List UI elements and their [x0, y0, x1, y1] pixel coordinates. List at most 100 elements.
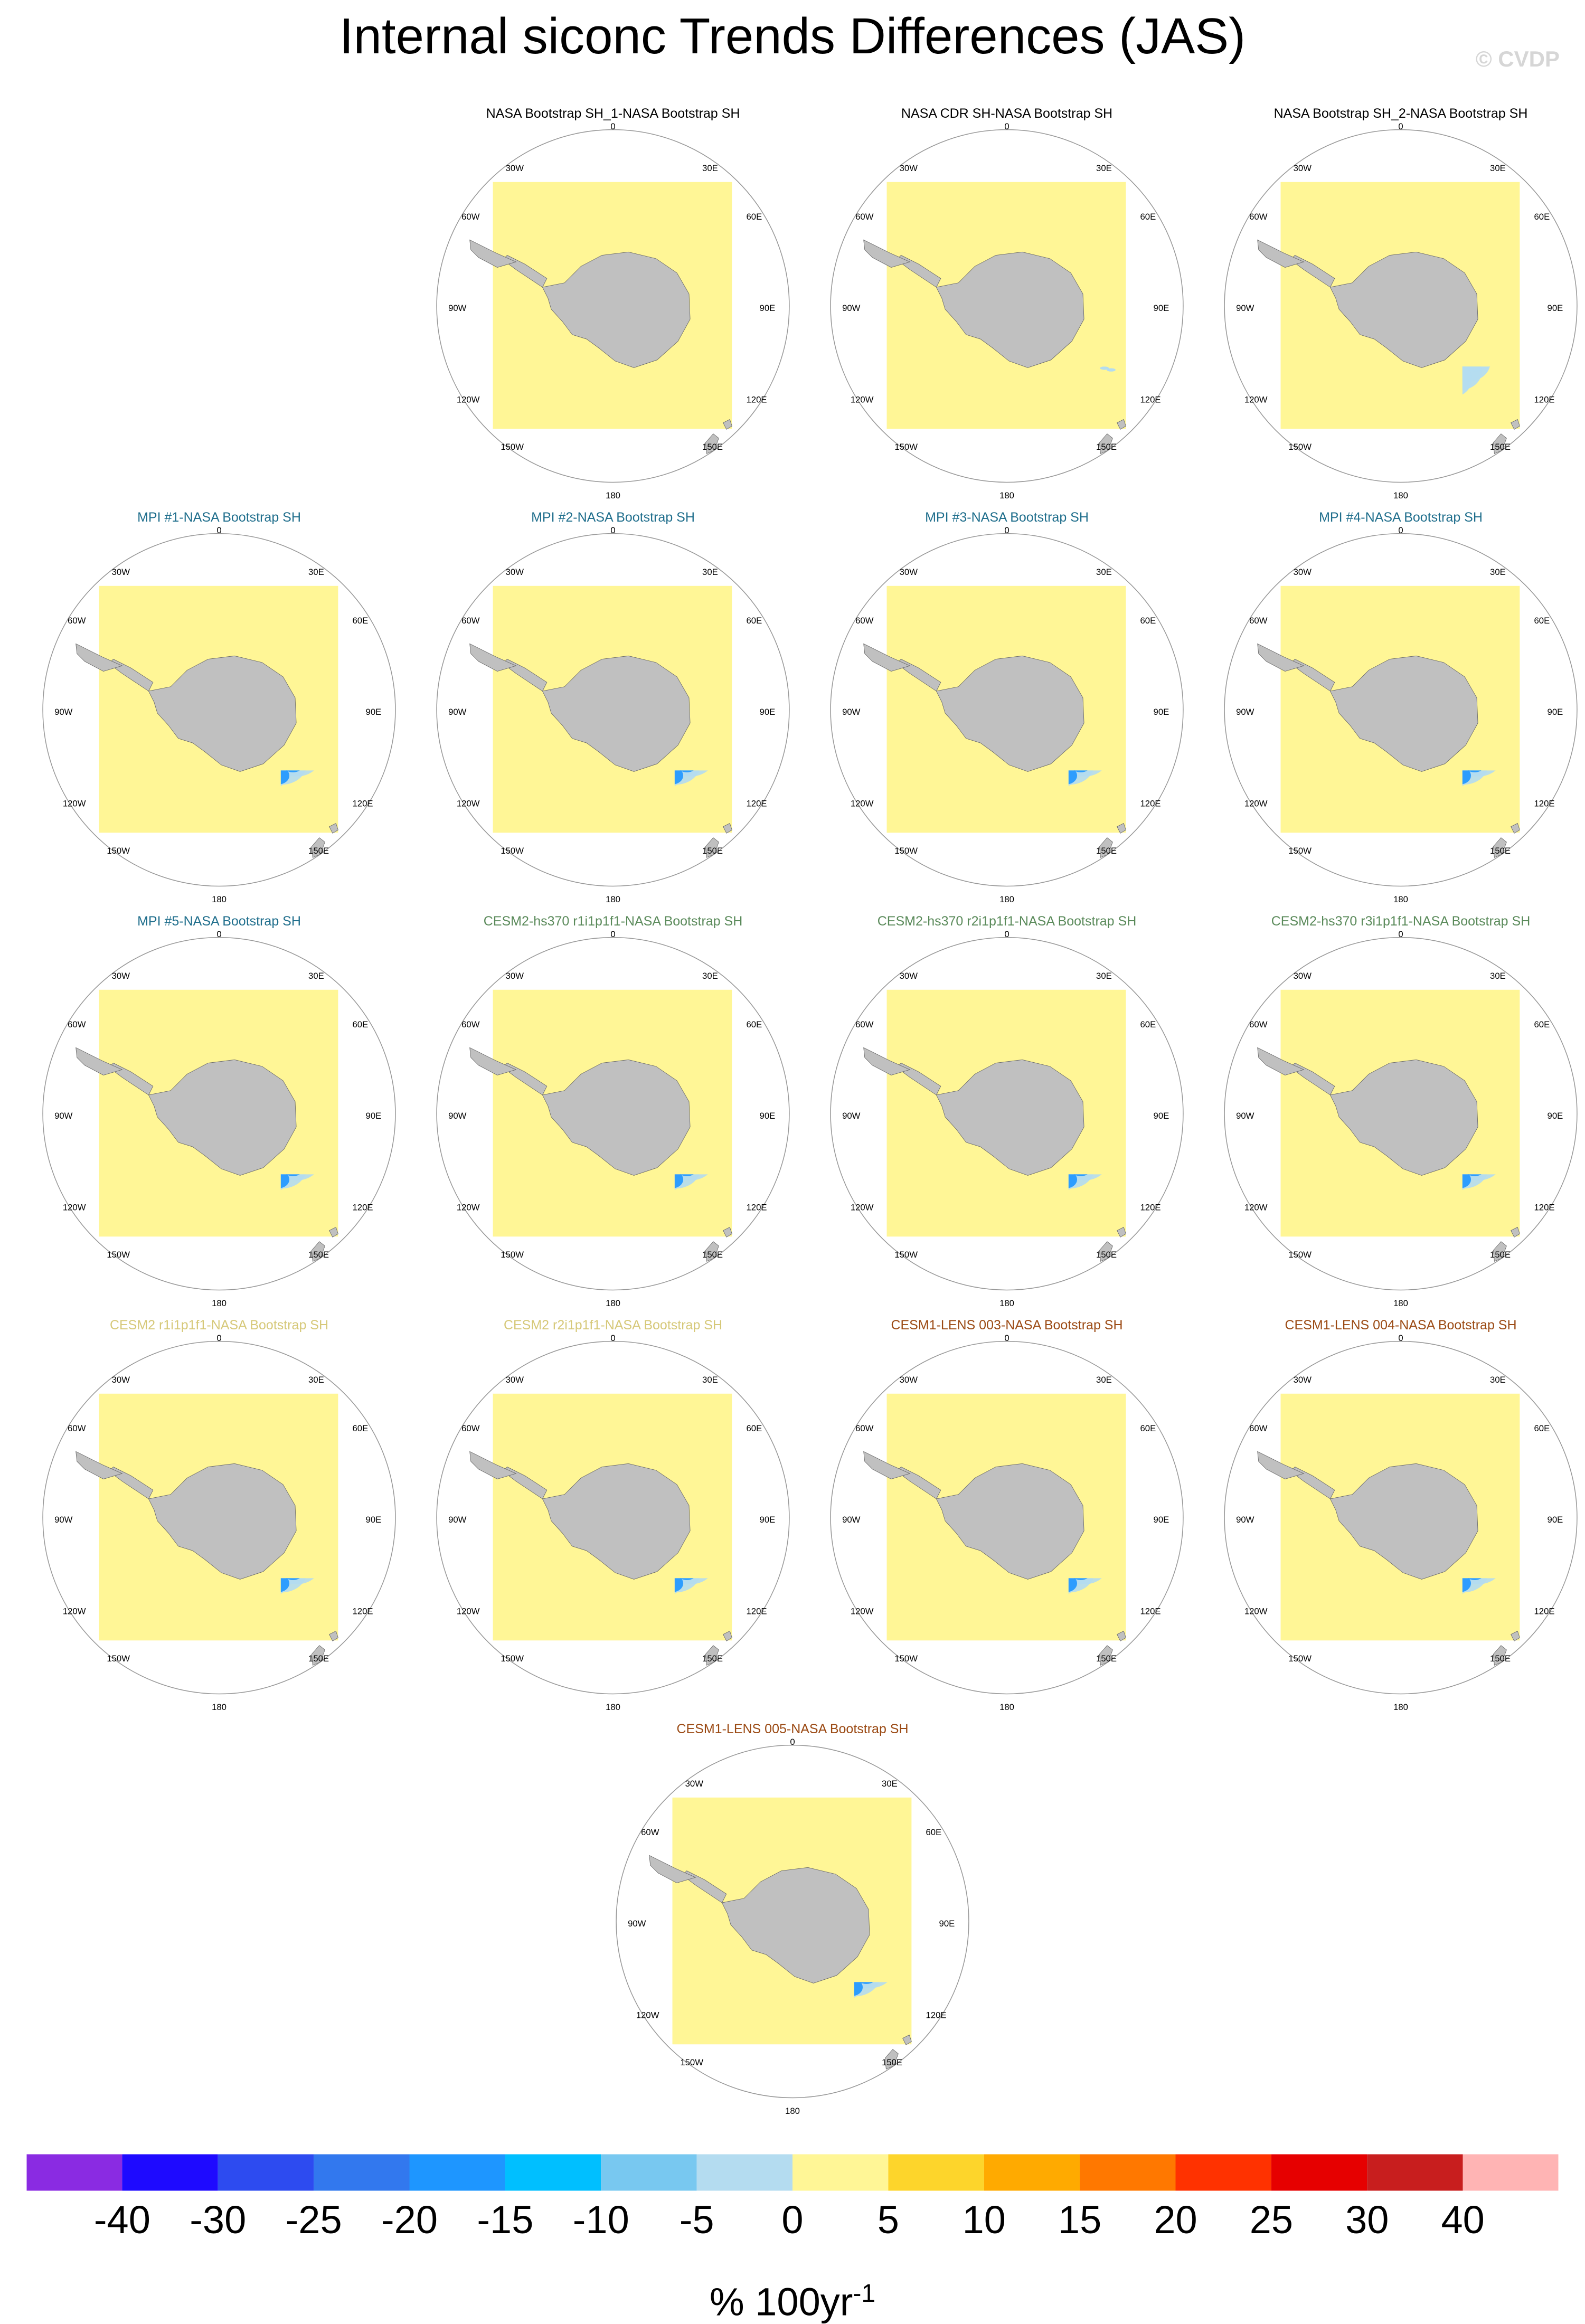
colorbar-swatch — [1271, 2154, 1367, 2191]
lon-label-east: 90E — [760, 1515, 776, 1525]
polar-stereographic-map: 0 180 30W 60W 90W 120W 150W 30E 60E 90E 120E 150E — [42, 929, 396, 1308]
antarctic-peninsula — [896, 255, 941, 288]
south-america-tip — [649, 1855, 696, 1883]
lon-label-east: 120E — [747, 798, 767, 808]
antarctic-peninsula — [502, 659, 548, 692]
lon-label-east: 60E — [747, 1423, 762, 1433]
colorbar-swatch — [218, 2154, 314, 2191]
lon-label-east: 60E — [353, 616, 369, 626]
lon-label-east: 60E — [353, 1019, 369, 1029]
lon-label-0: 0 — [1004, 1333, 1009, 1343]
lon-label-west: 120W — [457, 798, 480, 808]
lon-label-east: 150E — [702, 1654, 723, 1664]
lon-label-west: 120W — [457, 394, 480, 404]
antarctic-peninsula — [682, 1870, 727, 1903]
lon-label-west: 30W — [900, 1375, 918, 1385]
polar-stereographic-map: 0 180 30W 60W 90W 120W 150W 30E 60E 90E 120E 150E — [830, 121, 1184, 500]
lon-label-east: 150E — [1490, 1250, 1511, 1260]
lon-label-west: 30W — [506, 971, 524, 981]
lon-label-west: 30W — [900, 971, 918, 981]
lon-label-180: 180 — [212, 1298, 227, 1308]
tasmania — [1117, 1630, 1126, 1641]
polar-stereographic-map: 0 180 30W 60W 90W 120W 150W 30E 60E 90E 120E 150E — [830, 1333, 1184, 1712]
lon-label-east: 120E — [747, 394, 767, 404]
colorbar-swatch — [122, 2154, 218, 2191]
antarctica-landmass — [542, 1463, 691, 1580]
lon-label-west: 150W — [501, 1250, 524, 1260]
lon-label-west: 60W — [68, 616, 86, 626]
lon-label-east: 90E — [1154, 1515, 1169, 1525]
new-zealand — [1099, 1645, 1113, 1666]
lon-label-east: 120E — [1534, 394, 1555, 404]
lon-label-west: 120W — [63, 798, 86, 808]
land-mask — [469, 643, 732, 858]
lon-label-180: 180 — [212, 1702, 227, 1712]
land-mask — [76, 1451, 338, 1666]
colorbar-tick-label: 25 — [1250, 2198, 1293, 2242]
lon-label-east: 60E — [1140, 212, 1156, 222]
panel-title: CESM2 r2i1p1f1-NASA Bootstrap SH — [503, 1318, 723, 1333]
lon-label-east: 90E — [760, 303, 776, 313]
lon-label-west: 30W — [1294, 1375, 1312, 1385]
new-zealand — [1099, 433, 1113, 454]
tasmania — [329, 823, 338, 834]
lon-label-west: 150W — [1288, 846, 1312, 856]
antarctic-peninsula — [896, 659, 941, 692]
anomaly-field — [280, 1174, 314, 1190]
antarctic-peninsula — [108, 1063, 154, 1095]
panel-title: CESM2-hs370 r3i1p1f1-NASA Bootstrap SH — [1271, 914, 1531, 929]
land-mask — [1257, 1451, 1520, 1666]
tasmania — [1511, 419, 1520, 430]
new-zealand — [1493, 433, 1507, 454]
colorbar-swatch — [1463, 2154, 1559, 2191]
lon-label-east: 30E — [882, 1779, 898, 1789]
lon-label-west: 90W — [842, 707, 861, 717]
lon-label-180: 180 — [212, 894, 227, 904]
lon-label-0: 0 — [1398, 525, 1403, 535]
anomaly-field — [1462, 770, 1496, 786]
colorbar-units-exponent: -1 — [853, 2280, 876, 2308]
lon-label-east: 30E — [1490, 567, 1506, 577]
antarctic-peninsula — [896, 1063, 941, 1095]
anomaly-field — [280, 1578, 314, 1594]
colorbar-tick-label: -20 — [381, 2198, 438, 2242]
land-mask — [1257, 1047, 1520, 1262]
lon-label-west: 60W — [641, 1827, 659, 1837]
lon-label-180: 180 — [999, 1298, 1014, 1308]
antarctica-landmass — [936, 655, 1084, 772]
colorbar-swatch — [888, 2154, 984, 2191]
lon-label-east: 150E — [1096, 846, 1117, 856]
lon-label-180: 180 — [1393, 894, 1408, 904]
tasmania — [723, 419, 732, 430]
colorbar-tick-label: -40 — [94, 2198, 150, 2242]
lon-label-east: 120E — [1140, 1202, 1161, 1212]
anomaly-field — [1462, 1578, 1496, 1594]
lon-label-west: 30W — [900, 567, 918, 577]
lon-label-180: 180 — [999, 894, 1014, 904]
lon-label-west: 120W — [63, 1606, 86, 1616]
polar-stereographic-map: 0 180 30W 60W 90W 120W 150W 30E 60E 90E 120E 150E — [1224, 929, 1578, 1308]
land-mask — [1257, 643, 1520, 858]
land-mask — [863, 1047, 1126, 1262]
south-america-tip — [863, 239, 911, 268]
lon-label-west: 60W — [855, 616, 874, 626]
lon-label-west: 120W — [1244, 798, 1268, 808]
lon-label-east: 60E — [926, 1827, 942, 1837]
panel-title: MPI #4-NASA Bootstrap SH — [1319, 510, 1483, 525]
anomaly-field — [674, 770, 708, 786]
south-america-tip — [863, 1047, 911, 1075]
lon-label-0: 0 — [1398, 1333, 1403, 1343]
south-america-tip — [1257, 1047, 1305, 1075]
lon-label-west: 150W — [1288, 1250, 1312, 1260]
lon-label-west: 30W — [112, 971, 130, 981]
panel-title: MPI #2-NASA Bootstrap SH — [531, 510, 695, 525]
lon-label-east: 120E — [926, 2010, 947, 2020]
lon-label-west: 150W — [894, 1654, 918, 1664]
lon-label-east: 60E — [1534, 212, 1550, 222]
lon-label-west: 30W — [900, 163, 918, 173]
lon-label-west: 150W — [501, 846, 524, 856]
panel-title: MPI #5-NASA Bootstrap SH — [137, 914, 301, 929]
polar-stereographic-map: 0 180 30W 60W 90W 120W 150W 30E 60E 90E 120E 150E — [830, 929, 1184, 1308]
lon-label-west: 90W — [1236, 707, 1254, 717]
colorbar-swatch — [1080, 2154, 1176, 2191]
